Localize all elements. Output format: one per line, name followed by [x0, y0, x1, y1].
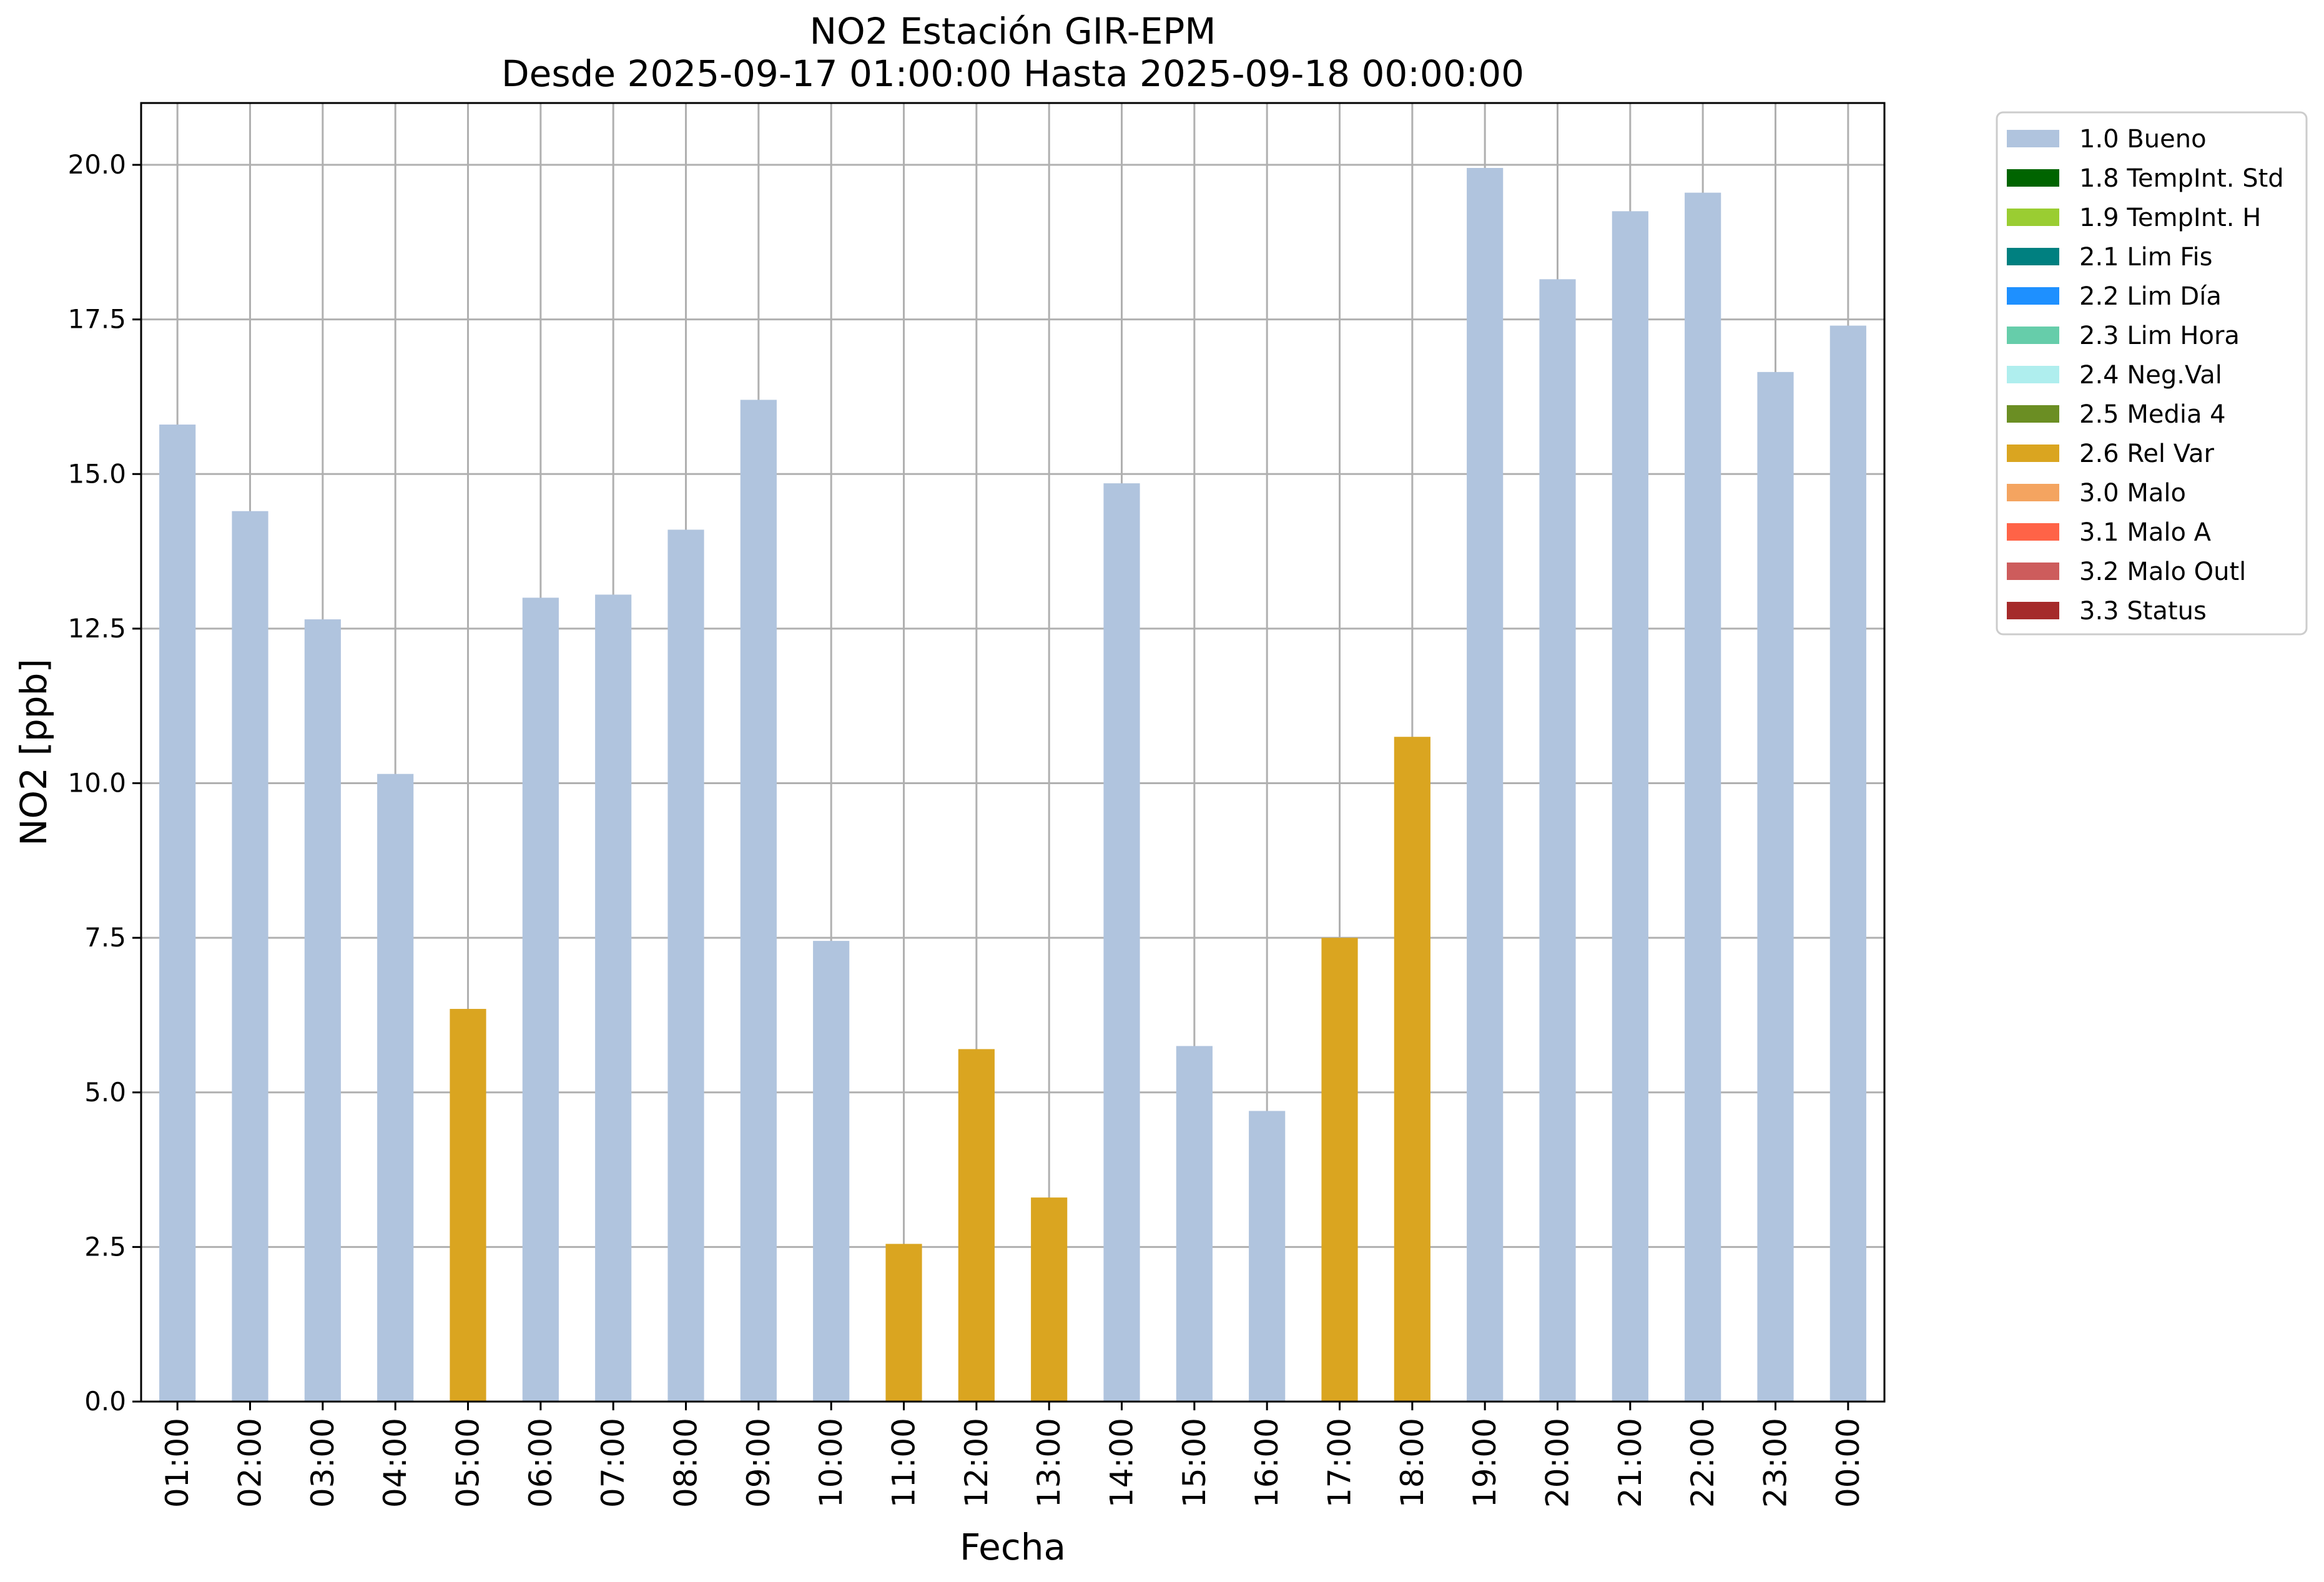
x-tick-label: 19:00 [1467, 1418, 1503, 1508]
legend-label: 3.1 Malo A [2079, 518, 2212, 547]
y-tick-label: 7.5 [84, 922, 126, 953]
y-tick-label: 12.5 [67, 613, 126, 644]
legend-frame [1996, 111, 2308, 636]
y-tick-label: 15.0 [67, 458, 126, 489]
bar-2100 [1612, 211, 1648, 1402]
bar-0600 [522, 597, 559, 1402]
y-tick-label: 5.0 [84, 1077, 126, 1108]
legend-label: 2.5 Media 4 [2079, 400, 2226, 429]
legend-swatch [2007, 327, 2059, 344]
y-tick-label: 0.0 [84, 1386, 126, 1417]
bar-0900 [740, 400, 777, 1402]
bar-1000 [813, 941, 850, 1402]
x-tick-label: 04:00 [377, 1418, 413, 1508]
bar-1700 [1321, 938, 1358, 1402]
bar-1300 [1031, 1197, 1068, 1402]
x-tick-label: 15:00 [1176, 1418, 1213, 1508]
legend-label: 2.2 Lim Día [2079, 282, 2222, 311]
y-tick-label: 20.0 [67, 149, 126, 180]
legend-swatch [2007, 130, 2059, 147]
bar-1100 [885, 1244, 922, 1402]
x-tick-label: 09:00 [741, 1418, 777, 1508]
legend-swatch [2007, 248, 2059, 265]
legend-label: 2.1 Lim Fis [2079, 243, 2212, 272]
x-tick-label: 02:00 [232, 1418, 268, 1508]
x-tick-label: 20:00 [1540, 1418, 1576, 1508]
y-tick-label: 10.0 [67, 768, 126, 798]
x-tick-label: 01:00 [159, 1418, 195, 1508]
x-tick-label: 17:00 [1322, 1418, 1358, 1508]
x-tick-label: 05:00 [450, 1418, 486, 1508]
plot-frame [140, 102, 1886, 1403]
bar-0200 [232, 511, 268, 1402]
y-axis-label: NO2 [ppb] [12, 659, 55, 846]
x-tick-label: 08:00 [668, 1418, 704, 1508]
bar-0800 [667, 529, 704, 1402]
bar-0500 [450, 1009, 486, 1402]
bar-2200 [1685, 192, 1721, 1402]
legend-swatch [2007, 445, 2059, 462]
bar-1400 [1103, 483, 1140, 1402]
x-tick-label: 22:00 [1685, 1418, 1721, 1508]
x-tick-label: 11:00 [886, 1418, 922, 1508]
bar-0100 [159, 425, 196, 1402]
bar-1600 [1249, 1111, 1286, 1402]
x-tick-label: 10:00 [813, 1418, 849, 1508]
legend-label: 1.8 TempInt. Std [2079, 164, 2284, 193]
bar-2000 [1539, 279, 1576, 1402]
legend-swatch [2007, 287, 2059, 305]
y-tick-label: 17.5 [67, 304, 126, 335]
x-tick-label: 12:00 [958, 1418, 995, 1508]
bar-0300 [304, 619, 341, 1402]
bar-1200 [958, 1049, 995, 1402]
bars [159, 168, 1866, 1402]
legend-swatch [2007, 366, 2059, 383]
legend-swatch [2007, 602, 2059, 619]
x-tick-label: 03:00 [305, 1418, 341, 1508]
legend-swatch [2007, 563, 2059, 580]
x-axis-label: Fecha [960, 1526, 1066, 1568]
x-tick-label: 07:00 [595, 1418, 631, 1508]
bar-1500 [1176, 1046, 1213, 1402]
y-axis: 0.0 2.5 5.0 7.5 10.0 12.5 15.0 17.5 20.0 [67, 149, 141, 1417]
legend: 1.0 Bueno 1.8 TempInt. Std 1.9 TempInt. H 2… [1996, 111, 2308, 636]
x-tick-label: 06:00 [523, 1418, 559, 1508]
x-tick-label: 21:00 [1612, 1418, 1648, 1508]
legend-swatch [2007, 405, 2059, 423]
chart-title-line2: Desde 2025-09-17 01:00:00 Hasta 2025-09-… [501, 52, 1524, 95]
bar-1900 [1467, 168, 1504, 1402]
legend-swatch [2007, 484, 2059, 501]
legend-label: 2.4 Neg.Val [2079, 361, 2222, 390]
chart-title-line1: NO2 Estación GIR-EPM [810, 10, 1216, 52]
legend-label: 3.2 Malo Outl [2079, 558, 2246, 586]
x-tick-label: 16:00 [1249, 1418, 1285, 1508]
x-tick-label: 23:00 [1758, 1418, 1794, 1508]
legend-label: 2.3 Lim Hora [2079, 322, 2240, 350]
legend-label: 1.0 Bueno [2079, 125, 2207, 154]
legend-swatch [2007, 523, 2059, 541]
y-tick-label: 2.5 [84, 1231, 126, 1262]
bar-0000 [1829, 325, 1866, 1402]
x-axis: 01:00 02:00 03:00 04:00 05:00 06:00 07:00 08:00… [159, 1402, 1866, 1508]
bar-1800 [1394, 737, 1430, 1402]
legend-swatch [2007, 169, 2059, 187]
legend-swatch [2007, 209, 2059, 226]
legend-label: 1.9 TempInt. H [2079, 204, 2261, 232]
bar-0700 [595, 594, 632, 1402]
x-tick-label: 18:00 [1394, 1418, 1430, 1508]
legend-label: 3.0 Malo [2079, 479, 2186, 508]
bar-2300 [1757, 371, 1794, 1402]
legend-label: 2.6 Rel Var [2079, 440, 2215, 468]
x-tick-label: 00:00 [1830, 1418, 1866, 1508]
legend-label: 3.3 Status [2079, 597, 2207, 626]
x-tick-label: 14:00 [1104, 1418, 1140, 1508]
bar-0400 [377, 774, 414, 1402]
x-tick-label: 13:00 [1031, 1418, 1067, 1508]
